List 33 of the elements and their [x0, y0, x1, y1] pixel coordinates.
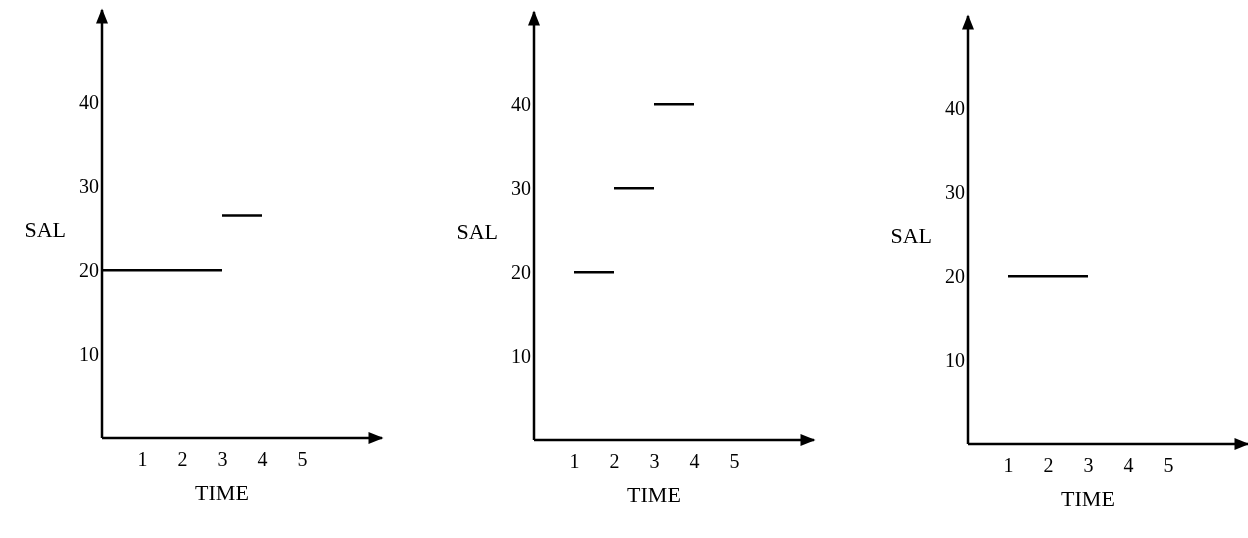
x-tick-label: 5: [297, 448, 308, 471]
x-tick-label: 2: [177, 448, 188, 471]
x-tick-label: 4: [257, 448, 268, 471]
x-tick-label: 1: [569, 450, 580, 473]
y-tick-label: 10: [79, 342, 99, 365]
y-tick-label: 30: [945, 181, 965, 204]
x-tick-label: 3: [217, 448, 228, 471]
x-tick-label: 4: [689, 450, 700, 473]
y-axis-title: SAL: [456, 218, 498, 244]
x-tick-label: 5: [1163, 454, 1174, 477]
y-tick-label: 10: [945, 348, 965, 371]
y-tick-label: 20: [79, 259, 99, 282]
y-tick-label: 10: [511, 344, 531, 367]
x-axis-title: TIME: [1061, 486, 1115, 511]
y-axis-title: SAL: [890, 222, 932, 248]
y-tick-label: 30: [511, 177, 531, 200]
y-tick-label: 40: [945, 97, 965, 120]
x-tick-label: 1: [137, 448, 148, 471]
x-tick-label: 2: [1043, 454, 1054, 477]
x-tick-label: 1: [1003, 454, 1014, 477]
x-axis-title: TIME: [195, 480, 249, 505]
x-tick-label: 4: [1123, 454, 1134, 477]
x-tick-label: 2: [609, 450, 620, 473]
y-axis-title: SAL: [24, 216, 66, 242]
y-tick-label: 40: [511, 93, 531, 116]
x-tick-label: 5: [729, 450, 740, 473]
y-tick-label: 20: [511, 261, 531, 284]
x-tick-label: 3: [649, 450, 660, 473]
y-tick-label: 30: [79, 175, 99, 198]
y-tick-label: 20: [945, 265, 965, 288]
y-tick-label: 40: [79, 91, 99, 114]
x-axis-title: TIME: [627, 482, 681, 507]
x-tick-label: 3: [1083, 454, 1094, 477]
